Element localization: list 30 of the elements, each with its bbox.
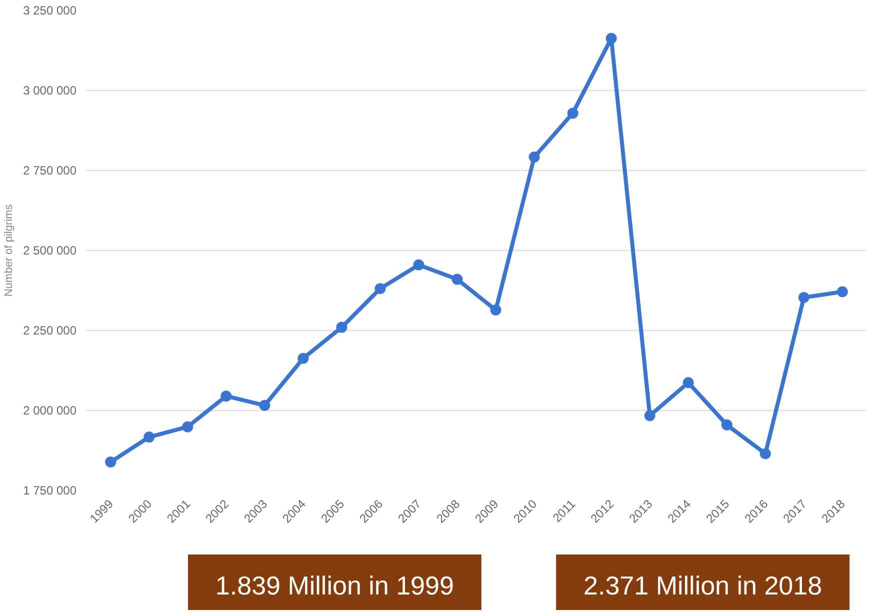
point <box>298 352 309 364</box>
point <box>490 304 502 316</box>
point <box>798 292 810 304</box>
y-tick-label: 3 250 000 <box>23 4 77 18</box>
text: 1.839 Million in 1999 <box>215 570 454 600</box>
y-tick-label: 2 500 000 <box>23 244 77 258</box>
y-tick-label: 1 750 000 <box>23 484 77 498</box>
point <box>760 448 771 460</box>
point <box>105 456 116 468</box>
y-axis-title: Number of pilgrims <box>3 204 16 297</box>
y-tick-label: 3 000 000 <box>23 84 77 98</box>
point <box>413 259 424 270</box>
point <box>144 432 155 443</box>
point <box>374 283 386 294</box>
point <box>182 421 194 432</box>
y-tick-label: 2 000 000 <box>23 404 77 418</box>
point <box>836 286 848 298</box>
point <box>336 322 348 333</box>
point <box>721 419 732 430</box>
y-tick-label: 2 750 000 <box>23 164 77 178</box>
point <box>567 108 578 119</box>
y-tick-label: 2 250 000 <box>23 324 77 338</box>
point <box>682 377 694 388</box>
point <box>606 32 617 44</box>
point <box>259 400 270 411</box>
point <box>220 390 232 402</box>
point <box>452 274 463 285</box>
point <box>528 152 540 163</box>
point <box>644 410 656 422</box>
text: 2.371 Million in 2018 <box>584 570 822 600</box>
